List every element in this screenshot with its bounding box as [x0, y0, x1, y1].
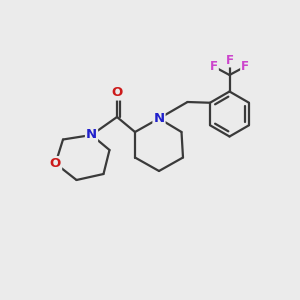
Text: O: O [50, 157, 61, 170]
Text: F: F [210, 60, 218, 73]
Text: F: F [241, 60, 249, 73]
Text: O: O [111, 86, 123, 100]
Text: F: F [226, 53, 233, 67]
Text: N: N [153, 112, 165, 125]
Text: N: N [86, 128, 97, 142]
